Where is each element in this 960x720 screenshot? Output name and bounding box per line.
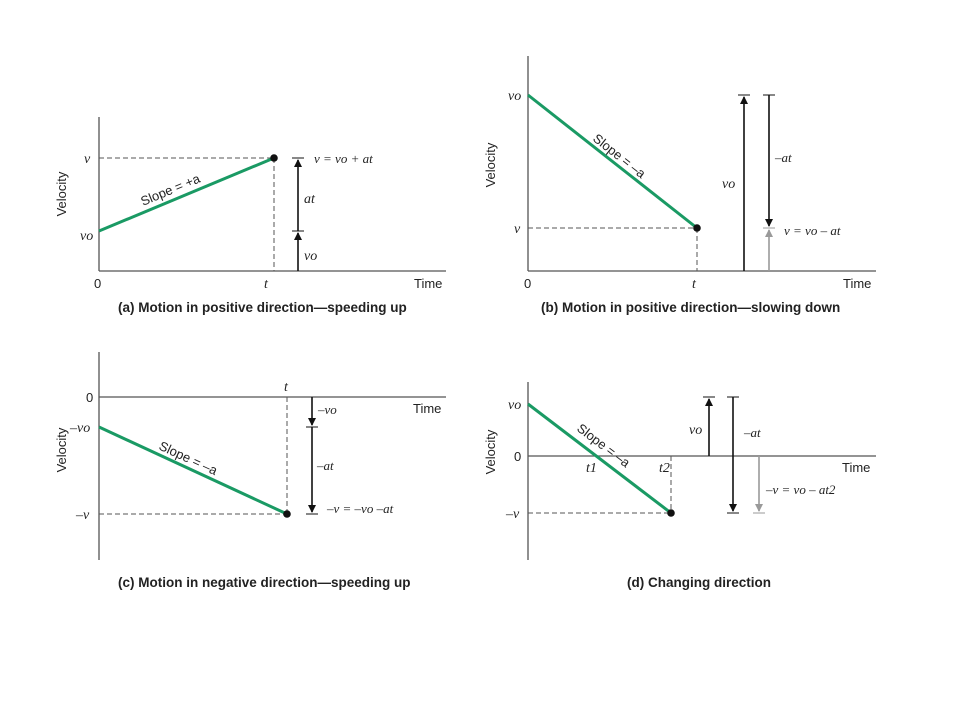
panel-d: Velocity Time 0 vo –v t1 t2 Slope = –a v… [483,382,876,590]
panel-a-endpoint [270,154,278,162]
panel-a-velocity-line [98,156,275,233]
panel-c-velocity-line [98,425,288,516]
panel-d-t2-label: t2 [659,461,670,476]
panel-a-vo-arrow-label: vo [304,249,317,264]
panel-b-ylabel: Velocity [483,142,498,187]
panel-d-equation: –v = vo – at2 [765,482,836,497]
panel-b-velocity-line [527,93,698,230]
panel-d-endpoint [667,509,675,517]
panel-a-xlabel: Time [414,276,442,291]
panel-a-origin: 0 [94,276,101,291]
panel-a: Velocity Time 0 v vo t Slope = +a at vo … [54,117,446,315]
panel-a-ylabel: Velocity [54,171,69,216]
panel-b-neg-at-label: –at [774,150,792,165]
panel-b-slope-label: Slope = –a [590,131,649,182]
panel-a-slope-label: Slope = +a [138,170,203,208]
panel-a-caption: (a) Motion in positive direction—speedin… [118,300,407,315]
panel-d-arrow-vo-label: vo [689,423,702,438]
panel-d-vo-label: vo [508,398,521,413]
panel-b-vo-arrow-label: vo [722,177,735,192]
panel-d-t1-label: t1 [586,461,597,476]
panel-a-at-label: at [304,192,316,207]
panel-b-equation: v = vo – at [784,223,841,238]
panel-c-equation: –v = –vo –at [326,501,394,516]
panel-c-t-label: t [284,380,289,395]
panel-c-zero: 0 [86,390,93,405]
panel-c-xlabel: Time [413,401,441,416]
panel-c-neg-vo-label: –vo [69,421,90,436]
panel-d-xlabel: Time [842,460,870,475]
panel-b-vo-label: vo [508,89,521,104]
panel-c-arrow-neg-vo-label: –vo [317,402,337,417]
panel-b-xlabel: Time [843,276,871,291]
panel-a-t-label: t [264,277,269,292]
panel-c-arrow-neg-at-label: –at [316,458,334,473]
panel-b-caption: (b) Motion in positive direction—slowing… [541,300,840,315]
panel-a-vo-label: vo [80,229,93,244]
panel-d-zero: 0 [514,449,521,464]
panel-b: Velocity Time 0 vo v t Slope = –a vo –at… [483,56,876,315]
panel-c-ylabel: Velocity [54,427,69,472]
panel-d-caption: (d) Changing direction [627,575,771,590]
panel-b-t-label: t [692,277,697,292]
panel-c-endpoint [283,510,291,518]
panel-d-ylabel: Velocity [483,429,498,474]
panel-d-velocity-line [527,402,672,515]
panel-d-arrow-neg-at-label: –at [743,425,761,440]
panel-a-equation: v = vo + at [314,151,373,166]
panel-b-v-label: v [514,222,521,237]
panel-b-endpoint [693,224,701,232]
panel-a-v-label: v [84,152,91,167]
panel-c: Velocity Time 0 –vo –v t Slope = –a –vo … [54,352,446,590]
panel-c-neg-v-label: –v [75,508,90,523]
panel-c-caption: (c) Motion in negative direction—speedin… [118,575,411,590]
panel-b-origin: 0 [524,276,531,291]
panel-d-neg-v-label: –v [505,507,520,522]
